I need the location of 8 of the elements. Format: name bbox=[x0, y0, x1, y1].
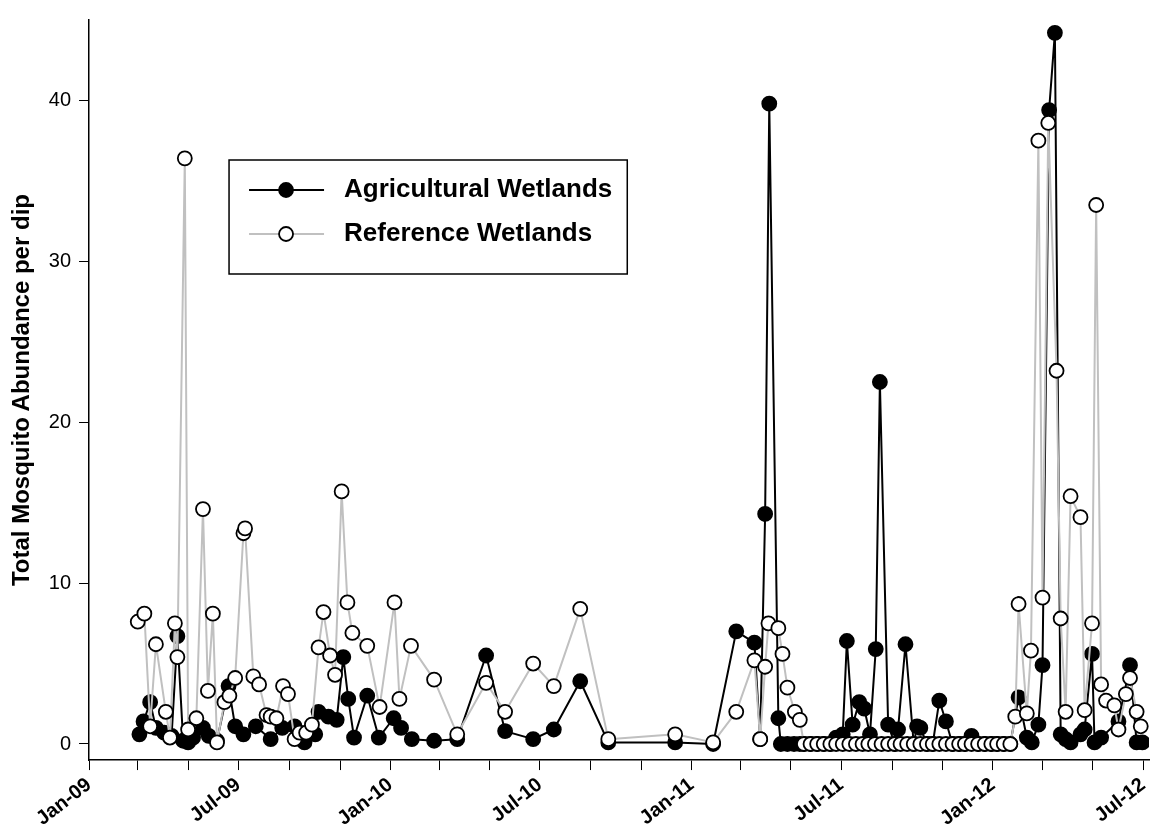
legend-label: Agricultural Wetlands bbox=[344, 173, 613, 204]
y-tick-label: 20 bbox=[48, 409, 72, 432]
y-tick-label: 10 bbox=[48, 570, 72, 593]
y-tick-label: 0 bbox=[59, 731, 72, 754]
legend-label: Reference Wetlands bbox=[344, 217, 593, 248]
y-tick-label: 40 bbox=[48, 87, 72, 110]
y-tick-label: 30 bbox=[48, 248, 72, 271]
y-axis-title: Total Mosquito Abundance per dip bbox=[7, 194, 35, 587]
